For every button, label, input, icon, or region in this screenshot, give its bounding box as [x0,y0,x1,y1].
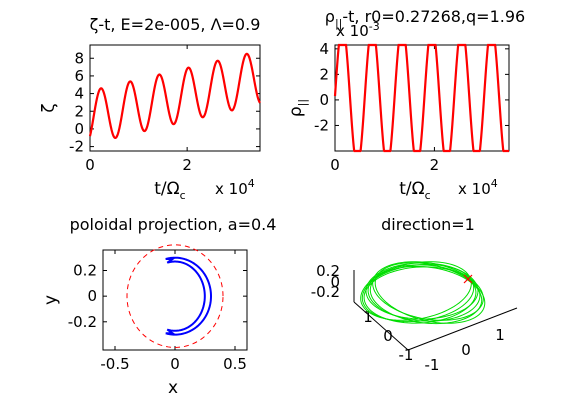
subplot4-orbit-rings [360,261,486,325]
subplot2-x-multiplier-exp: 4 [491,177,498,190]
subplot3-ylabel: y [41,295,61,305]
subplot4-xtick-label: 1 [495,326,505,344]
subplot4-start-marker [463,274,473,284]
subplot4-axis-front-right [407,307,518,351]
subplot1-title: ζ-t, E=2e-005, Λ=0.9 [90,15,261,34]
subplot2-xlabel-main: t/Ω [399,179,424,199]
subplot1-ytick-label: 0 [74,120,84,138]
subplot3-ticks: -0.5 0 0.5 -0.2 0 0.2 [68,250,247,373]
subplot4-ytick-label: 0 [383,327,393,345]
subplot-poloidal-projection: poloidal projection, a=0.4 -0.5 0 0.5 -0.2 0… [41,215,276,398]
subplot1-ytick-label: 6 [74,67,84,85]
subplot1-x-multiplier-base: x 10 [215,180,248,198]
subplot4-xtick-label: -1 [425,356,440,374]
subplot3-xtick-label: -0.5 [100,355,129,373]
subplot3-banana-orbit [165,256,213,336]
subplot2-xtick-label: 0 [330,156,340,174]
subplot2-xlabel-sub: c [425,189,431,202]
subplot1-xtick-label: 0 [85,156,95,174]
subplot1-ytick-label: 8 [74,49,84,67]
subplot4-ytick-label: -1 [399,346,414,364]
subplot2-x-multiplier-base: x 10 [458,180,491,198]
subplot2-y-multiplier-base: x 10 [336,22,369,40]
subplot2-title: ρ||-t, r0=0.27268,q=1.96 [325,7,525,30]
subplot4-orbit-ring [372,261,484,321]
subplot1-ytick-label: 2 [74,102,84,120]
subplot1-ylabel: ζ [39,103,59,112]
subplot1-xlabel: t/Ωc [154,179,185,202]
subplot2-xtick-label: 2 [430,156,440,174]
subplot4-3d-axes [353,270,518,351]
subplot2-ytick-label: 4 [319,40,329,58]
subplot2-ytick-label: 2 [319,65,329,83]
subplot3-title: poloidal projection, a=0.4 [70,215,277,234]
subplot3-xtick-label: 0 [170,355,180,373]
subplot2-title-sub: || [335,17,342,30]
subplot1-xtick-label: 2 [182,156,192,174]
subplot2-title-main: ρ [325,7,335,26]
subplot1-xlabel-main: t/Ω [154,179,179,199]
subplot2-xlabel: t/Ωc [399,179,430,202]
subplot4-orbit-ring [369,265,483,325]
subplot4-ztick-label: -0.2 [311,283,340,301]
subplot4-orbit-ring [360,261,472,321]
subplot2-series-line [333,43,509,153]
subplot1-xlabel-sub: c [180,189,186,202]
subplot3-xlabel: x [168,378,178,398]
subplot3-ytick-label: 0.2 [73,262,97,280]
subplot1-x-multiplier-exp: 4 [248,177,255,190]
subplot4-orbit-ring [374,262,486,324]
subplot4-orbit-ring [365,262,479,320]
subplot2-y-multiplier-exp: -3 [369,20,380,33]
subplot4-ytick-label: 1 [363,308,373,326]
subplot1-axes-box [89,44,261,152]
subplot1-series-line [88,52,261,140]
subplot2-ticks: 0 2 -2 0 2 4 [314,40,509,174]
subplot4-start-marker-stroke-b [463,274,473,284]
subplot1-ytick-label: 4 [74,85,84,103]
subplot4-title: direction=1 [381,215,475,234]
subplot3-boundary-circle [126,244,224,348]
subplot2-ytick-label: -2 [314,116,329,134]
subplot2-ylabel-sub: || [296,99,309,106]
subplot2-y-multiplier: x 10-3 [336,20,380,40]
subplot4-axis-front-left [353,301,409,351]
subplot4-orbit-ring [367,264,481,322]
subplot3-ytick-label: 0 [87,287,97,305]
subplot3-xtick-label: 0.5 [223,355,247,373]
subplot2-ylabel-main: ρ [286,106,306,117]
subplot2-axes-box [334,44,510,152]
subplot2-ytick-label: 0 [319,91,329,109]
subplot2-title-rest: -t, r0=0.27268,q=1.96 [342,7,525,26]
subplot2-x-multiplier: x 104 [458,177,498,198]
subplot2-ylabel: ρ|| [286,99,309,117]
subplot4-xtick-label: 0 [461,341,471,359]
subplot4-ztick-label: 0 [330,273,340,291]
subplot4-ztick-label: 0.2 [316,262,340,280]
subplot3-ytick-label: -0.2 [68,313,97,331]
subplot1-x-multiplier: x 104 [215,177,255,198]
subplot1-ytick-label: -2 [69,138,84,156]
